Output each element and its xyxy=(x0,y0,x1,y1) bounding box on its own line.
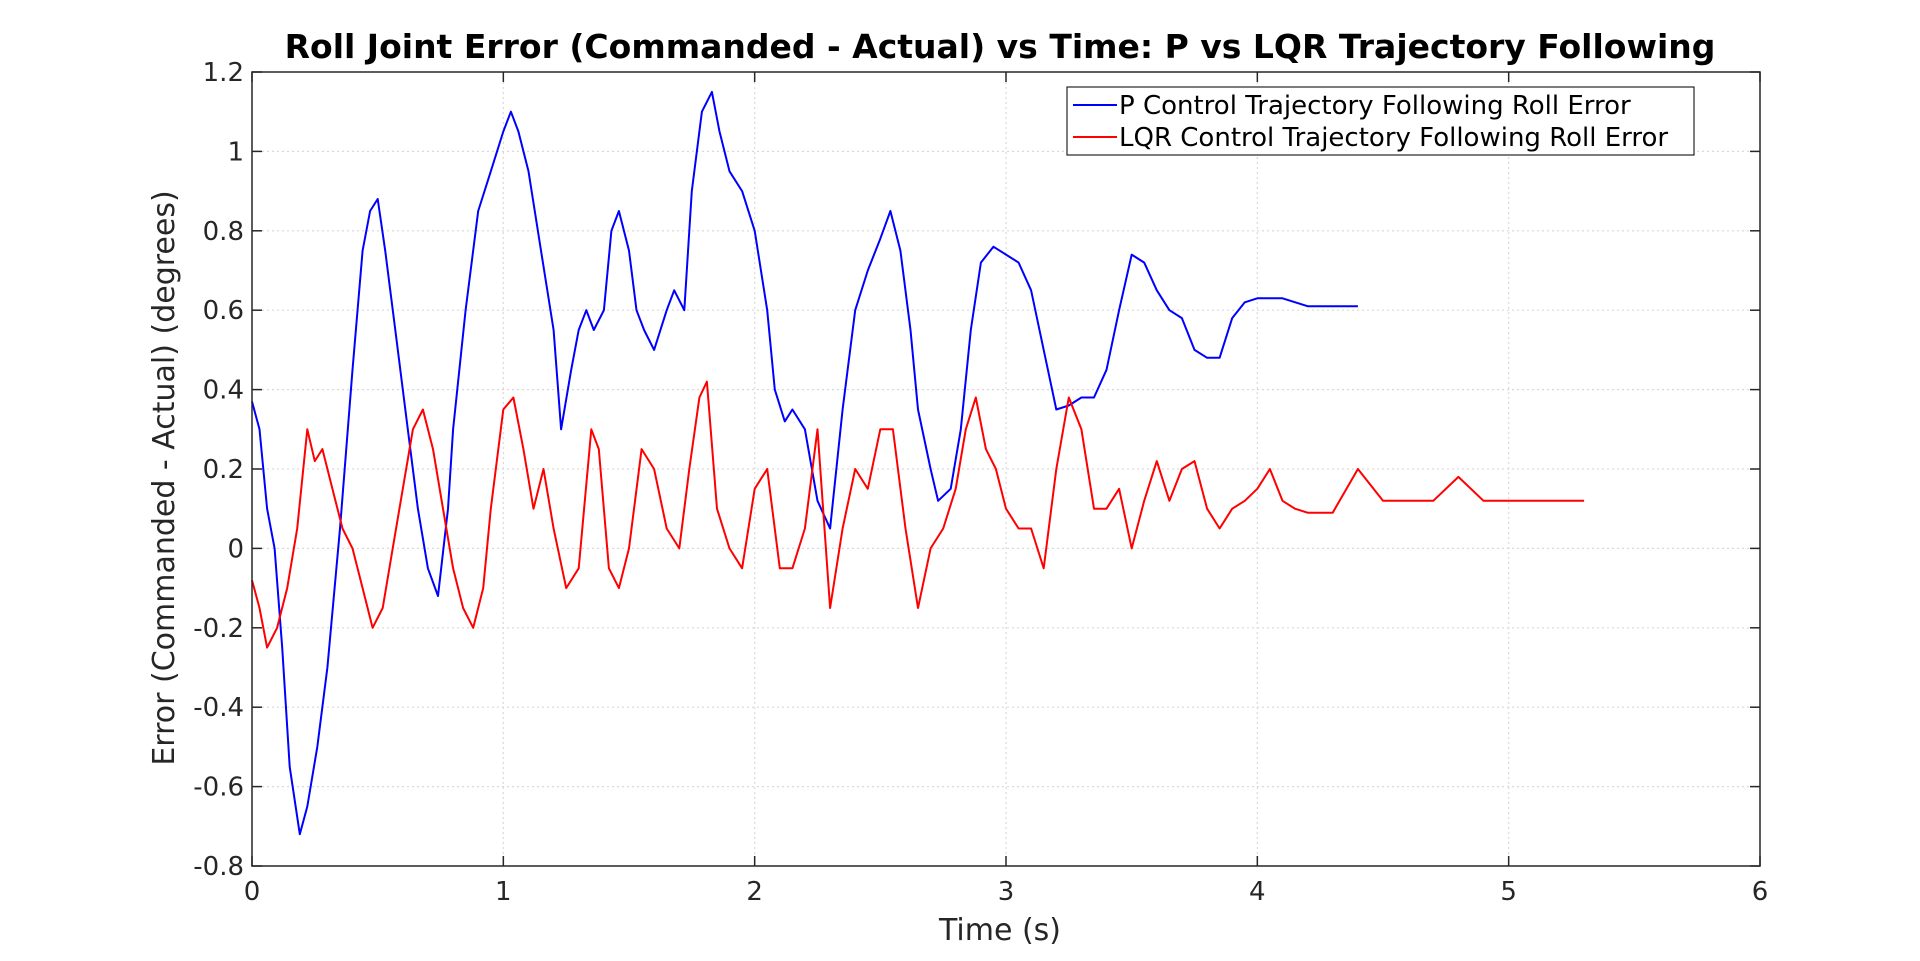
x-axis-label: Time (s) xyxy=(938,913,1061,948)
y-tick-label: 0.2 xyxy=(203,455,244,485)
x-tick-label: 3 xyxy=(998,877,1015,907)
x-tick-label: 5 xyxy=(1500,877,1517,907)
y-tick-label: 0.6 xyxy=(203,296,244,326)
p-control-error-line xyxy=(251,90,1358,836)
y-tick-label: 0 xyxy=(227,534,244,564)
grid xyxy=(252,72,1760,866)
lqr-control-error-line xyxy=(251,380,1585,649)
legend-entry: LQR Control Trajectory Following Roll Er… xyxy=(1119,123,1668,153)
legend-box xyxy=(1066,86,1695,156)
x-tick-label: 4 xyxy=(1249,877,1266,907)
y-tick-label: -0.2 xyxy=(193,614,244,644)
y-axis-label: Error (Commanded - Actual) (degrees) xyxy=(147,190,182,765)
legend-entry: P Control Trajectory Following Roll Erro… xyxy=(1119,91,1631,121)
y-tick-label: 1.2 xyxy=(203,58,244,88)
y-tick-label: -0.6 xyxy=(193,773,244,803)
x-tick-label: 2 xyxy=(746,877,763,907)
legend: P Control Trajectory Following Roll Erro… xyxy=(1066,86,1695,156)
y-tick-label: 0.4 xyxy=(203,376,244,406)
chart-title: Roll Joint Error (Commanded - Actual) vs… xyxy=(285,27,1716,66)
y-tick-label: 0.8 xyxy=(203,217,244,247)
x-tick-label: 0 xyxy=(244,877,261,907)
axes xyxy=(251,71,1761,867)
x-tick-label: 6 xyxy=(1752,877,1769,907)
y-tick-label: 1 xyxy=(227,137,244,167)
plot-area xyxy=(251,90,1585,836)
x-tick-label: 1 xyxy=(495,877,512,907)
y-tick-label: -0.4 xyxy=(193,693,244,723)
y-tick-label: -0.8 xyxy=(193,852,244,882)
ticks: 0 1 2 3 4 5 6 -0.8 -0.6 -0.4 -0.2 0 0.2 0.4 0.6 0.8 1 1.2 xyxy=(193,58,1768,907)
